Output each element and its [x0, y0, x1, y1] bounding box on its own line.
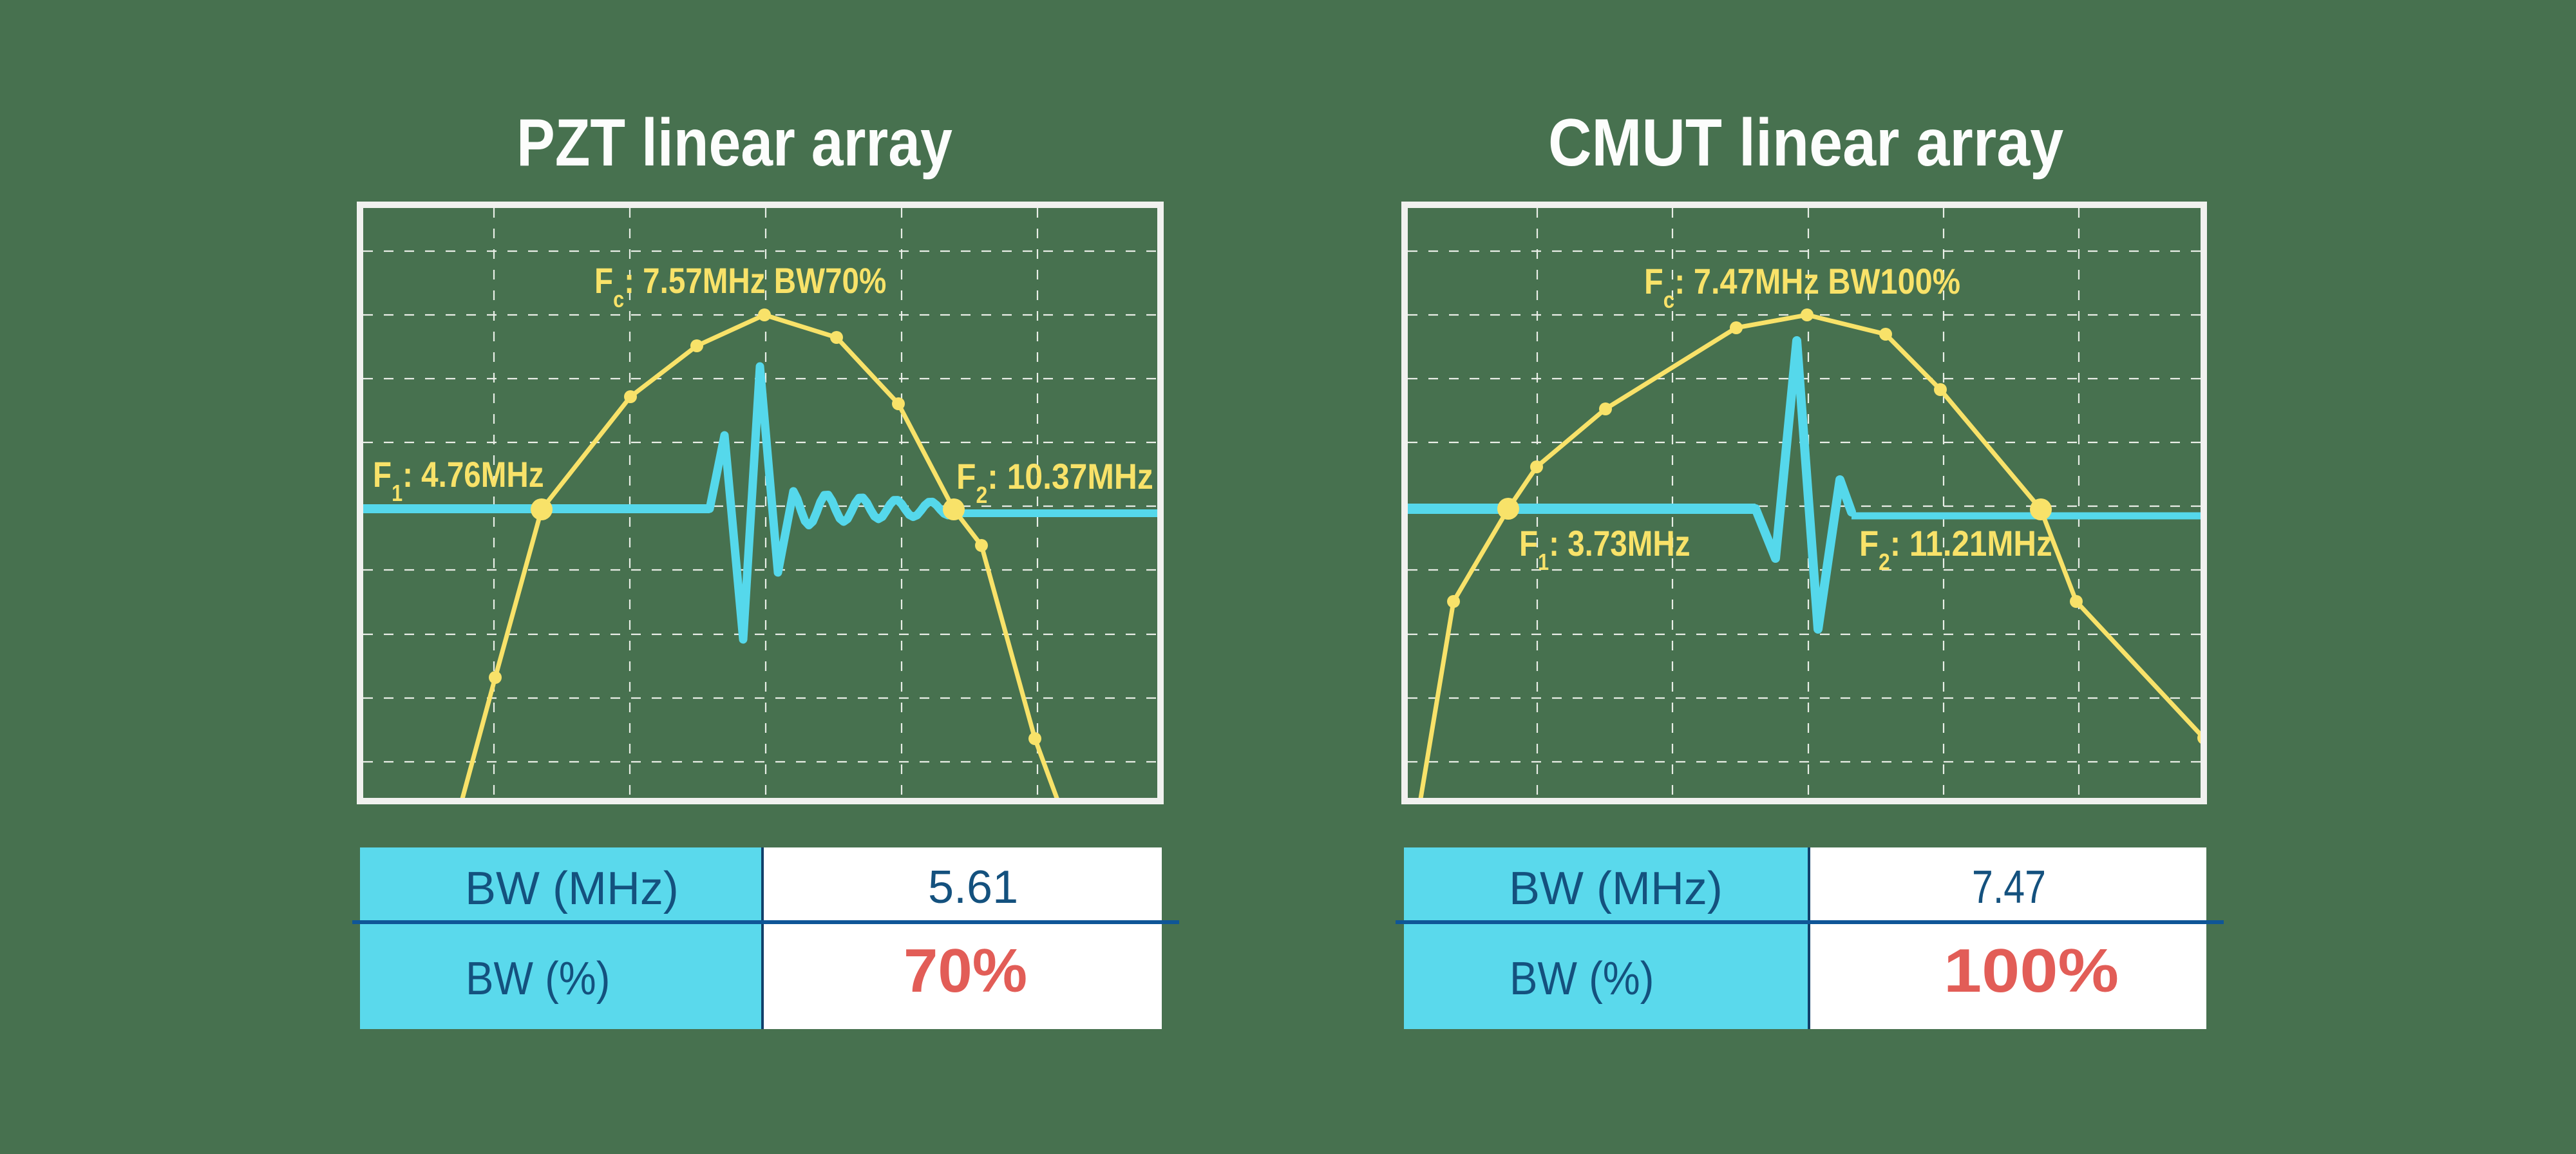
- svg-text:Fc: 7.57MHz BW70%: Fc: 7.57MHz BW70%: [594, 261, 886, 312]
- svg-text:F2: 10.37MHz: F2: 10.37MHz: [956, 457, 1153, 508]
- svg-text:F1: 4.76MHz: F1: 4.76MHz: [373, 455, 544, 506]
- svg-text:Fc: 7.47MHz BW100%: Fc: 7.47MHz BW100%: [1644, 261, 1960, 314]
- svg-text:F1: 3.73MHz: F1: 3.73MHz: [1519, 524, 1690, 575]
- svg-text:F2: 11.21MHz: F2: 11.21MHz: [1859, 524, 2052, 575]
